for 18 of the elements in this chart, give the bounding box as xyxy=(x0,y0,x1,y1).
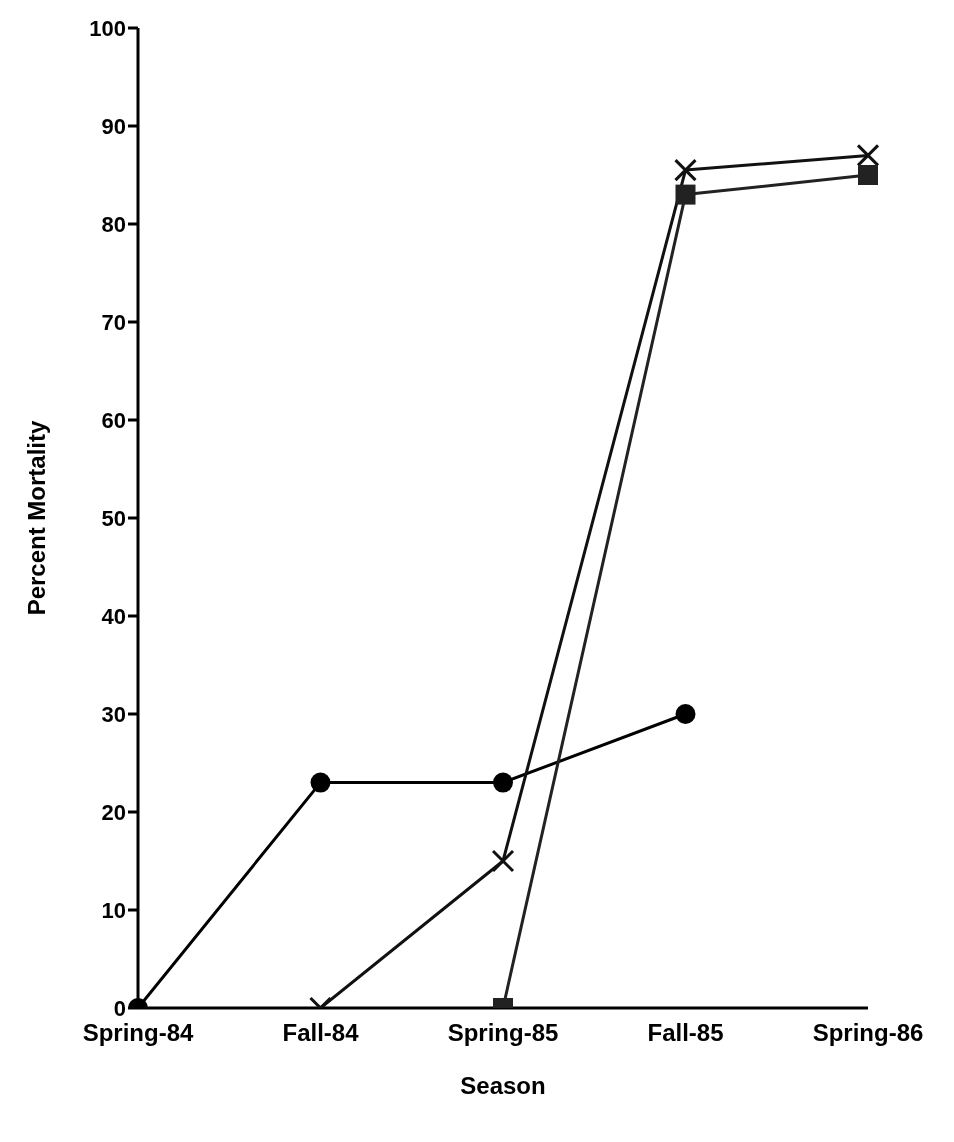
y-tick-label: 40 xyxy=(101,603,126,629)
x-tick-label: Fall-84 xyxy=(282,1019,360,1047)
y-tick-label: 10 xyxy=(101,897,126,923)
x-tick-label: Spring-85 xyxy=(447,1019,559,1047)
y-tick-label: 30 xyxy=(101,701,126,727)
x-tick-label: Fall-85 xyxy=(647,1019,724,1047)
x-tick-label: Spring-86 xyxy=(812,1019,924,1047)
x-tick-label: Spring-84 xyxy=(82,1019,194,1047)
y-tick-label: 90 xyxy=(101,113,126,139)
x-axis-title: Season xyxy=(460,1072,546,1099)
y-tick-label: 0 xyxy=(113,995,126,1021)
y-axis-title: Percent Mortality xyxy=(22,419,50,616)
y-tick-label: 50 xyxy=(101,505,126,531)
y-tick-label: 100 xyxy=(89,15,126,41)
y-tick-label: 20 xyxy=(101,799,126,825)
y-tick-label: 80 xyxy=(101,211,126,237)
y-tick-label: 70 xyxy=(101,309,126,335)
y-tick-label: 60 xyxy=(101,407,126,433)
